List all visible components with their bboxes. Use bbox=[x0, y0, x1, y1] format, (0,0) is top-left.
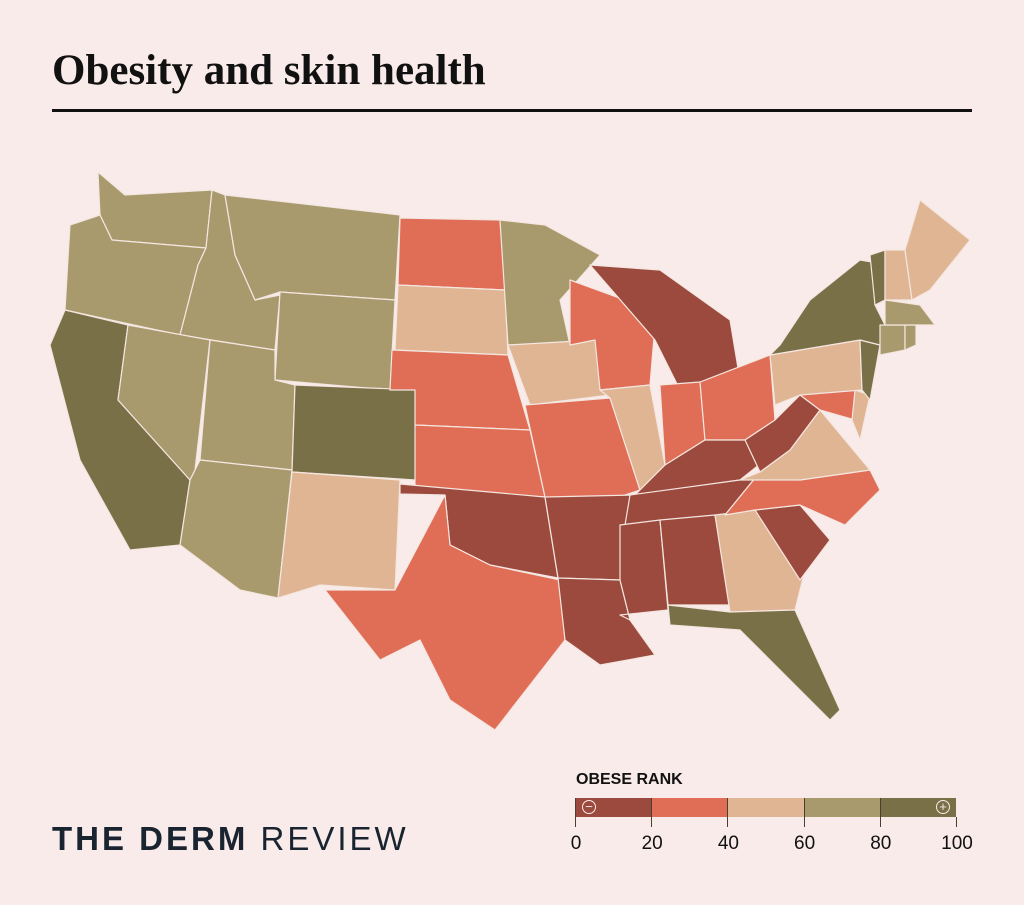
state-SD bbox=[394, 284, 509, 356]
plus-circle-icon: + bbox=[936, 800, 950, 814]
state-AZ bbox=[179, 459, 293, 599]
state-NM bbox=[277, 471, 401, 599]
state-WA bbox=[97, 171, 213, 249]
state-NY bbox=[769, 259, 886, 356]
state-MS bbox=[619, 519, 669, 621]
state-IA bbox=[507, 339, 611, 406]
state-CO bbox=[291, 384, 421, 481]
legend-tick-label: 40 bbox=[717, 833, 739, 854]
state-MA bbox=[884, 299, 936, 326]
state-MT bbox=[224, 194, 401, 301]
legend-tick-label: 20 bbox=[641, 833, 663, 854]
brand-logo: THE DERM REVIEW bbox=[52, 820, 409, 858]
legend-tick bbox=[803, 817, 805, 827]
legend-tick-label: 80 bbox=[870, 833, 892, 854]
state-CT bbox=[879, 324, 906, 356]
title-divider bbox=[52, 109, 972, 112]
legend-tick bbox=[575, 817, 576, 827]
state-KS bbox=[414, 424, 546, 498]
legend-tick bbox=[879, 817, 881, 827]
state-TX bbox=[324, 494, 566, 731]
legend-bar bbox=[575, 798, 957, 817]
legend-tick-label: 0 bbox=[570, 833, 582, 854]
legend-title: OBESE RANK bbox=[576, 771, 683, 788]
legend-tick bbox=[651, 817, 653, 827]
state-NJ bbox=[859, 339, 881, 401]
legend-bin-20-40 bbox=[651, 798, 728, 817]
page-title: Obesity and skin health bbox=[52, 47, 486, 94]
state-ND bbox=[397, 217, 506, 291]
legend-bin-40-60 bbox=[727, 798, 804, 817]
legend-bin-60-80 bbox=[803, 798, 880, 817]
state-WY bbox=[274, 291, 396, 391]
brand-regular: REVIEW bbox=[260, 820, 409, 857]
legend-tick bbox=[956, 817, 957, 827]
state-ME bbox=[904, 199, 971, 301]
brand-bold: THE DERM bbox=[52, 820, 249, 857]
legend-tick-label: 60 bbox=[794, 833, 816, 854]
state-RI bbox=[904, 324, 917, 351]
state-FL bbox=[667, 604, 841, 721]
legend-tick bbox=[727, 817, 729, 827]
minus-circle-icon: − bbox=[582, 800, 596, 814]
legend-tick-label: 100 bbox=[941, 833, 973, 854]
